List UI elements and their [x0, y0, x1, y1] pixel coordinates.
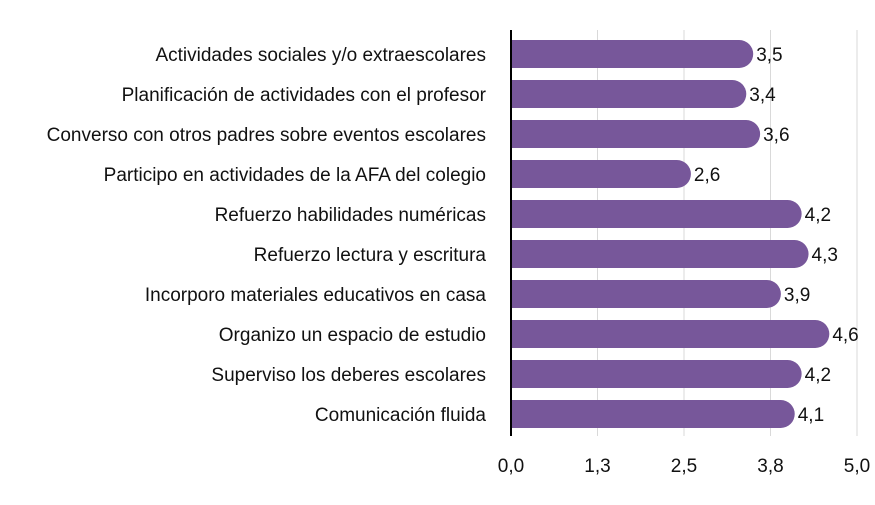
category-label: Planificación de actividades con el prof…: [122, 85, 487, 106]
data-label: 4,2: [805, 365, 831, 386]
data-label: 3,4: [749, 85, 776, 106]
category-label: Participo en actividades de la AFA del c…: [104, 165, 486, 186]
bar: [511, 40, 754, 68]
data-label: 3,9: [784, 285, 810, 306]
x-tick-label: 2,5: [671, 456, 697, 477]
bar: [511, 80, 747, 108]
data-label: 2,6: [694, 165, 720, 186]
data-label: 4,6: [832, 325, 858, 346]
data-label: 4,2: [805, 205, 831, 226]
data-label: 3,6: [763, 125, 789, 146]
x-tick-label: 3,8: [757, 456, 783, 477]
category-label: Converso con otros padres sobre eventos …: [47, 125, 486, 146]
bar: [511, 240, 809, 268]
category-label: Superviso los deberes escolares: [211, 365, 486, 386]
category-label: Refuerzo habilidades numéricas: [215, 205, 486, 226]
category-label: Refuerzo lectura y escritura: [254, 245, 487, 266]
data-label: 3,5: [756, 45, 782, 66]
bar: [511, 200, 802, 228]
category-label: Incorporo materiales educativos en casa: [145, 285, 487, 306]
category-label: Actividades sociales y/o extraescolares: [155, 45, 486, 66]
bar: [511, 280, 781, 308]
bar: [511, 360, 802, 388]
bar: [511, 320, 830, 348]
category-label: Organizo un espacio de estudio: [219, 325, 486, 346]
data-label: 4,1: [798, 405, 824, 426]
bar: [511, 400, 795, 428]
category-label: Comunicación fluida: [315, 405, 487, 426]
bar: [511, 160, 691, 188]
bar: [511, 120, 761, 148]
data-label: 4,3: [812, 245, 838, 266]
x-tick-label: 1,3: [584, 456, 610, 477]
x-tick-label: 5,0: [844, 456, 870, 477]
x-tick-label: 0,0: [498, 456, 524, 477]
